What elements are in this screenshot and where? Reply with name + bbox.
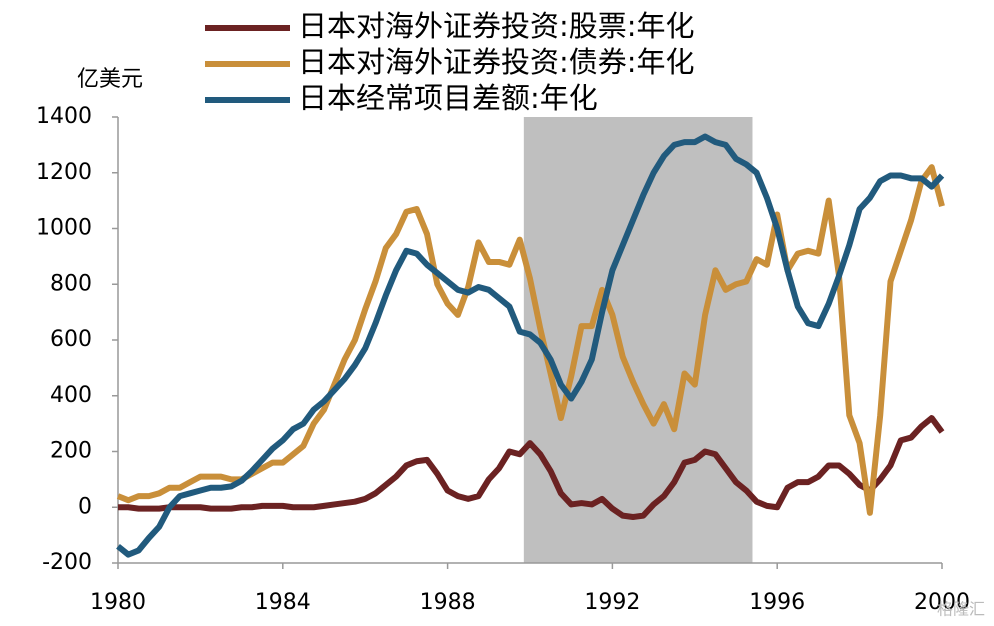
y-tick-label: -200 [42,550,92,575]
series-line [118,415,945,521]
y-tick-label: 1400 [36,104,92,129]
x-tick-label: 1988 [420,590,476,615]
y-tick-label: 1000 [36,216,92,241]
shaded-period [523,117,753,563]
legend-label: 日本对海外证券投资:债券:年化 [298,45,695,79]
y-tick-label: 200 [50,439,92,464]
y-tick-label: 1200 [36,160,92,185]
watermark: 格隆汇 [937,600,985,619]
x-tick-label: 1992 [584,590,640,615]
y-unit: 亿美元 [77,67,143,92]
series-line [116,133,945,558]
x-tick-label: 1996 [749,590,805,615]
x-tick-label: 1980 [90,590,146,615]
y-tick-label: 0 [78,494,92,519]
y-tick-label: 800 [50,271,92,296]
y-tick-label: 600 [50,327,92,352]
x-tick-label: 2000 [914,590,970,615]
legend-label: 日本对海外证券投资:股票:年化 [298,9,695,43]
legend-label: 日本经常项目差额:年化 [298,81,598,115]
x-tick-label: 1984 [255,590,311,615]
y-tick-label: 400 [50,383,92,408]
series-line [116,164,945,516]
